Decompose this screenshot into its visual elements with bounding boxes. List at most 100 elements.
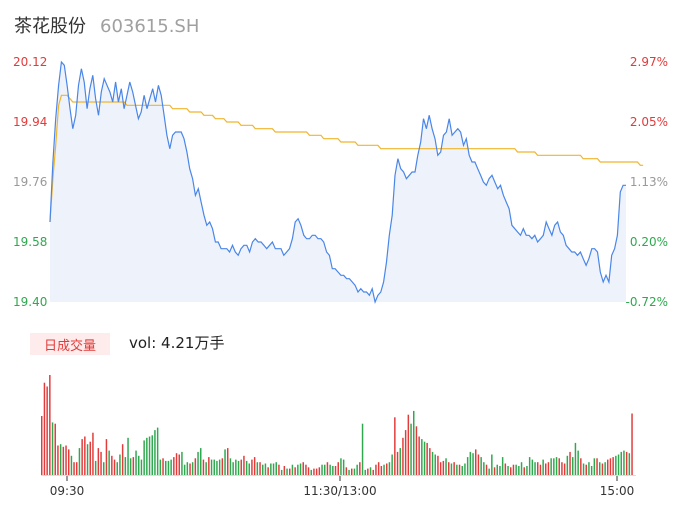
volume-bar	[590, 466, 593, 475]
volume-bar	[413, 410, 415, 475]
volume-bar	[396, 451, 399, 475]
volume-bar	[458, 464, 461, 475]
volume-bar	[227, 448, 229, 475]
volume-bar	[380, 466, 383, 475]
volume-bar	[124, 457, 127, 475]
volume-bar	[507, 466, 509, 475]
volume-bar	[609, 458, 612, 475]
y-tick-right: 2.05%	[630, 115, 668, 129]
volume-bar	[617, 454, 620, 475]
volume-bar	[625, 451, 628, 475]
volume-bar	[68, 449, 70, 475]
volume-bar	[534, 462, 536, 475]
volume-bar	[542, 459, 544, 475]
volume-bar	[129, 458, 132, 475]
volume-bar	[41, 416, 43, 475]
volume-bar	[464, 463, 466, 475]
volume-bar	[461, 466, 463, 475]
volume-bar	[555, 457, 558, 475]
volume-bar	[232, 462, 234, 475]
volume-bar	[404, 430, 407, 475]
volume-bar	[415, 426, 418, 475]
volume-bar	[485, 464, 488, 475]
stock-code: 603615.SH	[100, 16, 200, 37]
volume-bar	[523, 467, 525, 475]
volume-bar	[194, 458, 197, 475]
volume-bar	[402, 437, 404, 475]
volume-bar	[253, 457, 256, 475]
volume-bar	[334, 466, 337, 475]
volume-bar	[156, 427, 159, 475]
volume-bar	[245, 460, 248, 475]
volume-bar	[399, 448, 401, 475]
y-tick-right: 1.13%	[630, 175, 668, 189]
volume-bar	[159, 459, 162, 475]
volume-bar	[127, 437, 129, 475]
volume-bar	[173, 457, 175, 475]
volume-bar	[572, 457, 574, 475]
volume-bar	[550, 458, 552, 475]
x-tick-label: 15:00	[600, 484, 635, 498]
volume-bar	[221, 458, 224, 475]
volume-bar	[442, 460, 445, 475]
volume-bar	[119, 454, 121, 475]
volume-bar	[569, 451, 571, 475]
volume-bar	[491, 454, 493, 475]
volume-bar	[345, 467, 348, 475]
volume-bar	[359, 462, 361, 475]
volume-bar	[278, 464, 280, 475]
volume-bar	[224, 449, 226, 475]
volume-tab[interactable]: 日成交量	[30, 333, 110, 355]
volume-bar	[466, 457, 469, 475]
volume-bar	[191, 462, 194, 475]
volume-bar	[545, 463, 547, 475]
volume-bar	[299, 463, 302, 475]
volume-bar	[167, 460, 170, 475]
volume-bar	[429, 448, 431, 475]
volume-bar	[54, 423, 56, 475]
volume-bar	[469, 451, 472, 475]
volume-bar	[353, 468, 356, 475]
volume-bar	[78, 448, 81, 475]
volume-bar	[475, 449, 477, 475]
volume-bar	[407, 414, 410, 475]
volume-bar	[377, 462, 380, 475]
volume-bar	[270, 463, 272, 475]
volume-bar	[518, 466, 520, 475]
volume-bar	[434, 454, 436, 475]
volume-bar	[73, 462, 75, 475]
volume-bar	[520, 462, 523, 475]
volume-bar	[342, 459, 345, 475]
volume-bar	[620, 451, 622, 475]
volume-bar	[218, 459, 221, 475]
volume-bar	[601, 463, 604, 475]
volume-bar	[170, 459, 172, 475]
volume-bar	[262, 464, 264, 475]
volume-bar	[181, 451, 183, 475]
volume-bar	[264, 463, 267, 475]
volume-bar	[456, 464, 458, 475]
volume-bar	[135, 450, 137, 475]
volume-bar	[585, 464, 587, 475]
volume-bar	[46, 386, 48, 475]
volume-bar	[596, 458, 598, 475]
volume-bar	[369, 467, 372, 475]
volume-bar	[49, 375, 51, 475]
volume-bar	[337, 462, 339, 475]
volume-bar	[235, 459, 237, 475]
volume-bar	[208, 457, 210, 475]
volume-bar	[121, 444, 124, 475]
y-tick-left: 20.12	[13, 55, 47, 69]
volume-bar	[243, 455, 245, 475]
volume-bar	[178, 454, 180, 475]
volume-bar	[154, 430, 156, 475]
avg-price-line	[49, 94, 644, 223]
y-tick-left: 19.58	[13, 235, 47, 249]
volume-bar	[383, 464, 385, 475]
stock-header: 茶花股份 603615.SH	[14, 12, 199, 40]
stock-name: 茶花股份	[14, 16, 86, 37]
volume-bar	[86, 444, 89, 475]
volume-bar	[561, 462, 563, 475]
volume-bar	[111, 455, 113, 475]
